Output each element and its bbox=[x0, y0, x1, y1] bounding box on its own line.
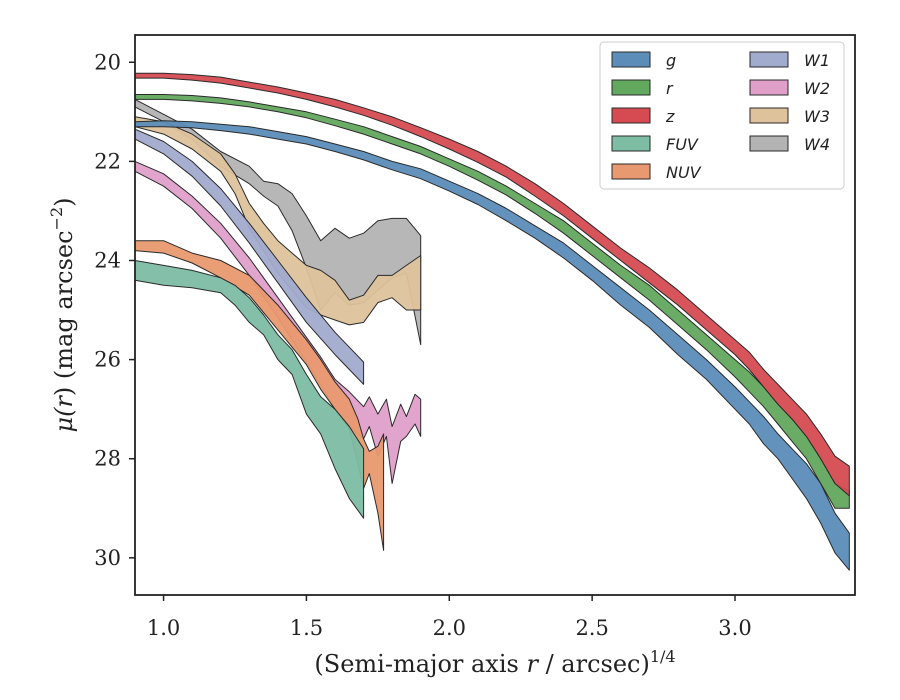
band-r bbox=[134, 94, 850, 509]
legend-label-nuv: NUV bbox=[666, 163, 702, 182]
y-tick-label: 22 bbox=[94, 149, 121, 173]
legend-label-w2: W2 bbox=[804, 79, 830, 98]
profile-bands bbox=[134, 72, 850, 571]
y-axis-label: μ(r) (mag arcsec−2) bbox=[47, 197, 78, 432]
x-axis-ticks: 1.0 1.5 2.0 2.5 3.0 bbox=[147, 595, 752, 640]
legend-swatch-r bbox=[611, 79, 651, 96]
band-fuv bbox=[134, 260, 365, 519]
legend-label-r: r bbox=[666, 79, 674, 98]
legend-swatch-w2 bbox=[749, 79, 789, 96]
y-tick-label: 28 bbox=[94, 447, 121, 471]
x-tick-label: 2.5 bbox=[575, 616, 608, 640]
legend-swatch-fuv bbox=[611, 135, 651, 152]
y-tick-label: 20 bbox=[94, 50, 121, 74]
band-z bbox=[134, 72, 850, 497]
legend-label-g: g bbox=[666, 51, 676, 70]
band-g bbox=[134, 120, 850, 571]
band-w1 bbox=[134, 128, 365, 385]
legend-swatch-w3 bbox=[749, 107, 789, 124]
legend-swatch-z bbox=[611, 107, 651, 124]
legend-label-z: z bbox=[665, 107, 675, 126]
x-axis-label: (Semi-major axis r / arcsec)1/4 bbox=[314, 647, 675, 678]
legend-label-w3: W3 bbox=[804, 107, 830, 126]
y-axis-ticks: 20 22 24 26 28 30 bbox=[94, 50, 135, 570]
legend-label-w1: W1 bbox=[804, 51, 830, 70]
legend-swatch-nuv bbox=[611, 163, 651, 180]
plot-frame bbox=[134, 34, 856, 596]
band-nuv bbox=[134, 240, 385, 551]
x-tick-label: 1.0 bbox=[147, 616, 180, 640]
legend-box bbox=[599, 41, 845, 190]
legend: grz FUV NUV W1 W2 W3 W4 bbox=[599, 41, 845, 190]
x-tick-label: 1.5 bbox=[290, 616, 323, 640]
x-tick-label: 2.0 bbox=[433, 616, 466, 640]
legend-label-w4: W4 bbox=[804, 135, 830, 154]
band-w4 bbox=[134, 98, 422, 346]
y-tick-label: 30 bbox=[94, 546, 121, 570]
legend-swatch-g bbox=[611, 51, 651, 68]
legend-swatch-w1 bbox=[749, 51, 789, 68]
y-tick-label: 26 bbox=[94, 348, 121, 372]
x-tick-label: 3.0 bbox=[718, 616, 751, 640]
y-tick-label: 24 bbox=[94, 248, 121, 272]
legend-swatch-w4 bbox=[749, 135, 789, 152]
legend-label-fuv: FUV bbox=[666, 135, 699, 154]
